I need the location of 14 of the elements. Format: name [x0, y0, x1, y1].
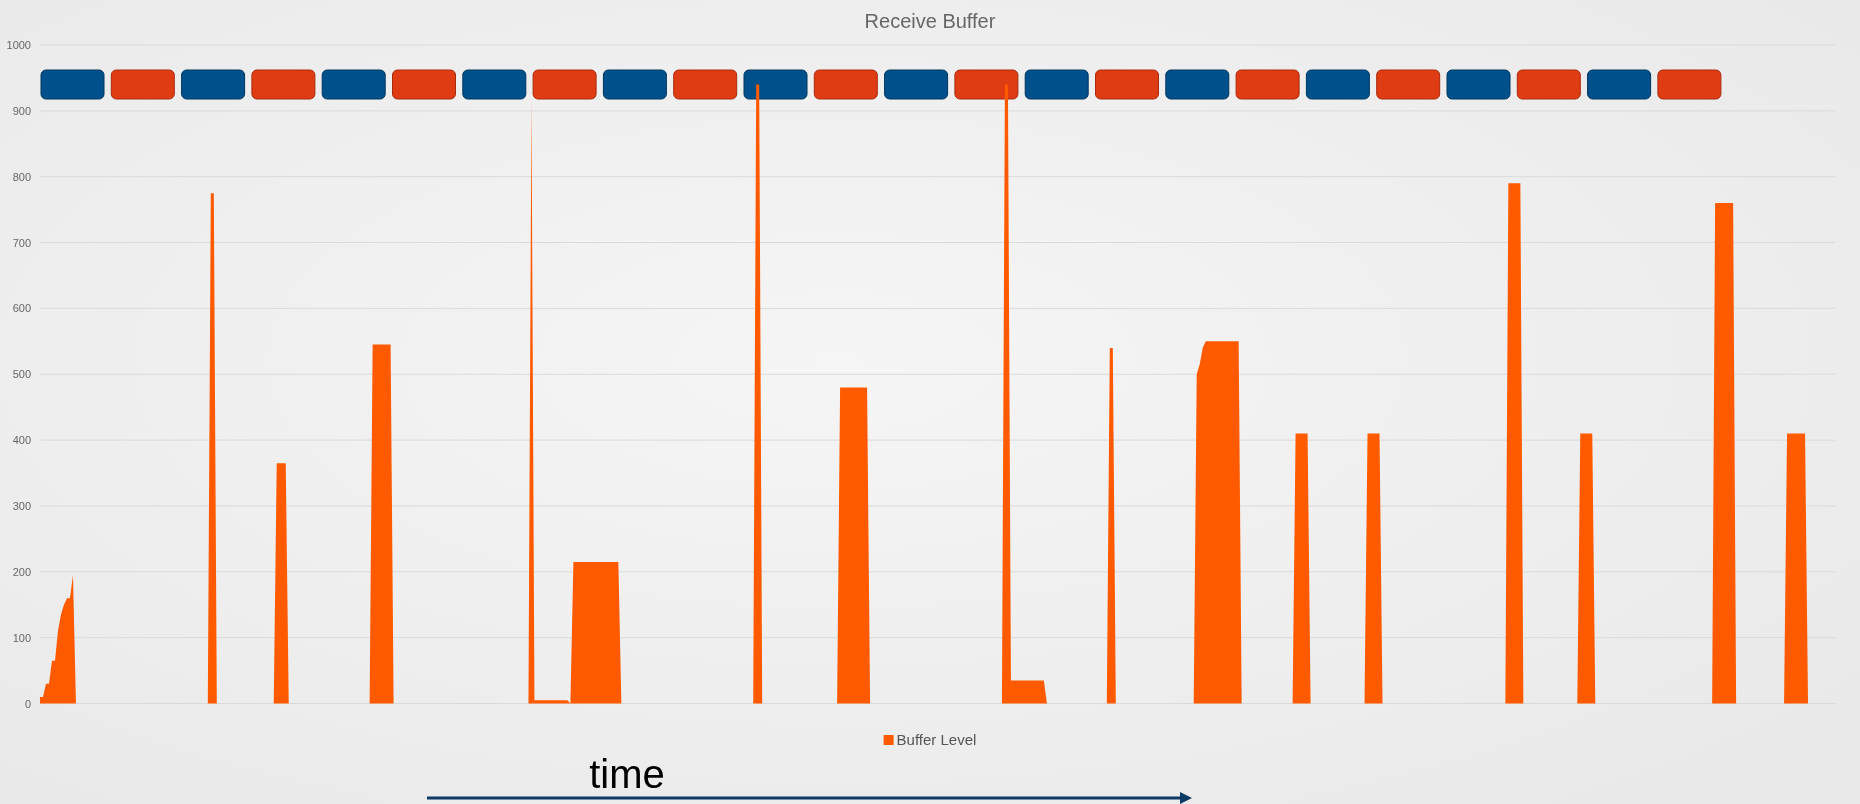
y-tick-label: 100: [12, 631, 31, 644]
y-tick-label: 300: [12, 499, 31, 512]
y-tick-label: 800: [12, 170, 31, 183]
y-tick-label: 400: [12, 434, 31, 447]
y-tick-label: 0: [24, 697, 31, 710]
y-tick-label: 900: [12, 104, 31, 117]
y-tick-label: 700: [12, 236, 31, 249]
text: time: [589, 752, 665, 796]
y-tick-label: 600: [12, 302, 31, 315]
y-tick-label: 1000: [6, 39, 31, 52]
y-tick-label: 200: [12, 565, 31, 578]
chart-title: Receive Buffer: [864, 10, 996, 32]
legend-label: Buffer Level: [896, 731, 977, 748]
y-tick-label: 500: [12, 368, 31, 381]
